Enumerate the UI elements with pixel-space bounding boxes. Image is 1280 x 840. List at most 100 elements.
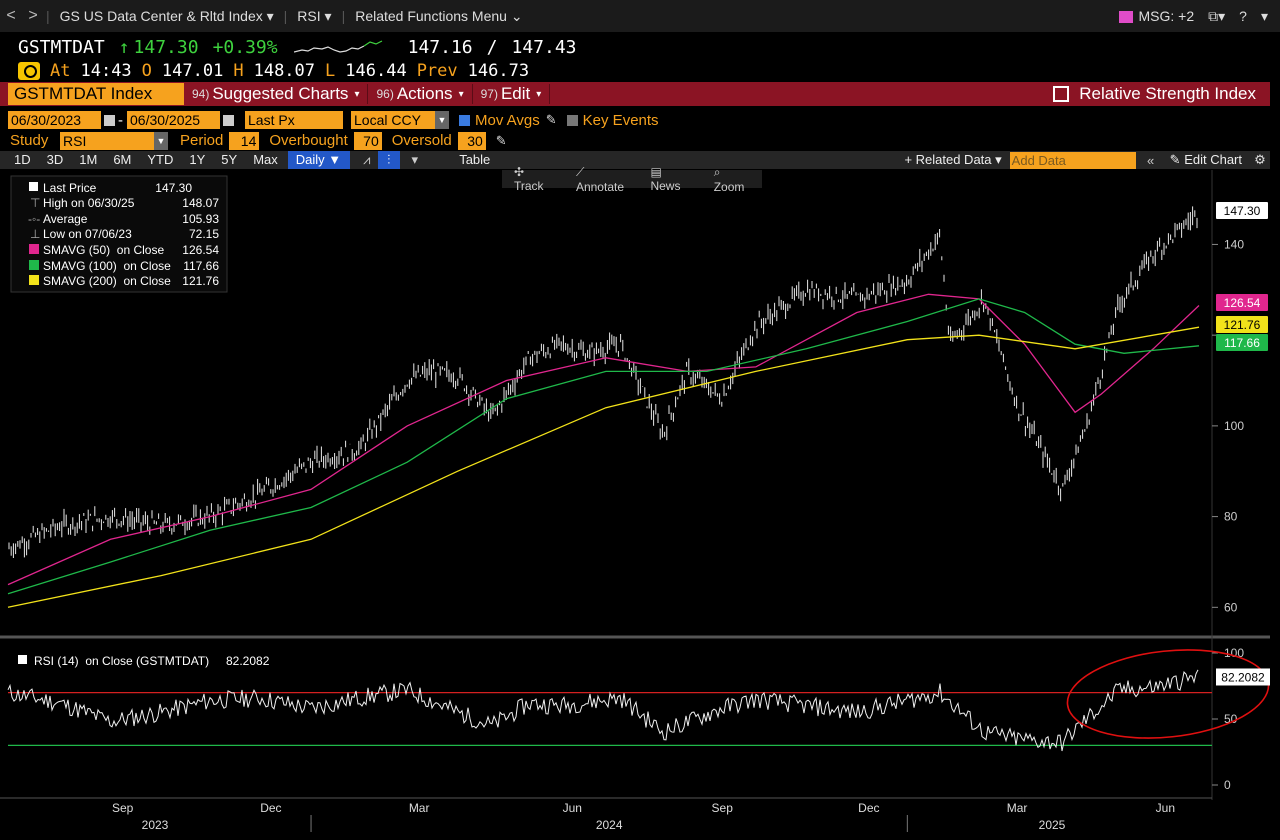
low-label: L	[325, 61, 336, 81]
overbought-label: Overbought	[269, 132, 348, 149]
double-chevron-icon: ⌄	[510, 7, 523, 24]
key-events-checkbox[interactable]	[566, 114, 578, 126]
security-field[interactable]: GSTMTDAT Index	[8, 83, 184, 105]
study-menu[interactable]: RSI ▾	[289, 8, 339, 25]
year-label: 2023	[142, 818, 169, 832]
sma200-tag	[1216, 316, 1268, 333]
menu-number: 97)	[480, 87, 498, 101]
window-menu-icon[interactable]: ▾	[1260, 7, 1268, 24]
intraday-sparkline	[293, 39, 382, 53]
table-button[interactable]: Table	[459, 152, 491, 167]
oversold-field[interactable]: 30	[457, 131, 486, 150]
popout-icon[interactable]	[1053, 86, 1070, 102]
month-label: Mar	[1007, 801, 1028, 815]
timeframe-3d[interactable]: 3D	[46, 152, 64, 167]
last-price: 147.30	[133, 37, 199, 58]
zoom-icon: ⌕	[713, 164, 721, 179]
edit-chart-label: Edit Chart	[1184, 152, 1242, 167]
crosshair-icon: ✣	[514, 165, 525, 179]
timeframe-5y[interactable]: 5Y	[221, 152, 238, 167]
legend-rsi: RSI (14) on Close (GSTMTDAT)	[34, 654, 209, 668]
sma100-tag	[1216, 334, 1268, 351]
mov-avgs-checkbox[interactable]	[459, 114, 470, 126]
annotate-tool[interactable]: ⟋ Annotate	[564, 165, 639, 194]
back-arrow-icon[interactable]: <	[6, 7, 16, 24]
help-icon[interactable]: ?	[1239, 8, 1247, 24]
menu-number: 96)	[376, 87, 394, 101]
related-functions-menu[interactable]: Related Functions Menu ⌄	[347, 8, 530, 25]
timeframe-ytd[interactable]: YTD	[147, 152, 174, 167]
period-field[interactable]: 14	[229, 131, 260, 150]
add-data-input[interactable]: Add Data	[1009, 151, 1136, 169]
rsi-swatch	[18, 655, 27, 664]
bar-chart-icon[interactable]: ⫶	[377, 151, 400, 169]
month-label: Jun	[1156, 801, 1175, 815]
index-menu[interactable]: GS US Data Center & Rltd Index ▾	[52, 8, 282, 25]
rsi-axis-label: 0	[1224, 778, 1231, 792]
bid-price: 147.16	[407, 37, 473, 58]
timeframe-1y[interactable]: 1Y	[189, 152, 206, 167]
chevron-down-icon[interactable]: ▼	[154, 131, 168, 150]
sma50-swatch	[29, 244, 39, 254]
currency-select[interactable]: Local CCY	[351, 111, 435, 129]
pencil-icon[interactable]: ✎	[495, 132, 507, 148]
pencil-icon[interactable]: ✎	[545, 112, 557, 127]
timeframe-max[interactable]: Max	[253, 152, 278, 167]
track-tool[interactable]: ✣ Track	[502, 165, 564, 193]
zoom-label: Zoom	[713, 179, 745, 194]
timeframe-toolbar: 1D 3D 1M 6M YTD 1Y 5Y Max Daily ▼ ⩘ ⫶ ▾ …	[0, 151, 1270, 169]
chevron-down-icon[interactable]: ▼	[435, 111, 449, 129]
sma50-tag-label: 126.54	[1224, 296, 1261, 310]
calendar-icon[interactable]	[223, 114, 234, 126]
sma50-tag	[1216, 294, 1268, 311]
price-axis-label: 100	[1224, 419, 1244, 433]
chevron-down-icon[interactable]: ▾	[411, 152, 419, 167]
clock-icon	[18, 62, 40, 80]
news-tool[interactable]: ▤ News	[638, 165, 701, 193]
edit-chart-button[interactable]: ✎ Edit Chart	[1162, 152, 1250, 168]
function-title-label: Relative Strength Index	[1079, 84, 1256, 103]
month-label: Sep	[112, 801, 134, 815]
rsi-axis-label: 50	[1224, 712, 1238, 726]
legend-sma50-value: 126.54	[182, 243, 219, 257]
forward-arrow-icon[interactable]: >	[28, 7, 38, 24]
bid-ask-separator: /	[486, 37, 498, 58]
legend-low: Low on 07/06/23	[43, 227, 132, 241]
ask-price: 147.43	[511, 37, 577, 58]
suggested-charts-menu[interactable]: 94) Suggested Charts ▾	[184, 84, 369, 104]
chevron-down-icon: ▾	[536, 88, 542, 100]
price-field-select[interactable]: Last Px	[245, 111, 343, 129]
end-date-field[interactable]: 06/30/2025	[127, 111, 220, 129]
frequency-select[interactable]: Daily ▼	[287, 151, 350, 169]
high-marker-icon: ⊤	[30, 196, 40, 210]
timeframe-6m[interactable]: 6M	[113, 152, 132, 167]
calendar-icon[interactable]	[104, 114, 115, 126]
collapse-icon[interactable]: «	[1147, 152, 1155, 168]
chevron-down-icon: ▾	[354, 88, 360, 100]
month-label: Sep	[712, 801, 734, 815]
timeframe-1d[interactable]: 1D	[14, 152, 31, 167]
last-price-tag-label: 147.30	[1224, 204, 1261, 218]
price-axis-label: 80	[1224, 510, 1238, 524]
related-data-button[interactable]: + Related Data ▾	[904, 152, 1002, 167]
start-date-field[interactable]: 06/30/2023	[8, 111, 101, 129]
date-settings-row: 06/30/2023 - 06/30/2025 Last Px Local CC…	[0, 110, 1280, 130]
overbought-field[interactable]: 70	[353, 131, 382, 150]
zoom-tool[interactable]: ⌕ Zoom	[702, 165, 762, 194]
rsi-line	[7, 669, 1199, 752]
timeframe-1m[interactable]: 1M	[79, 152, 98, 167]
quote-time: 14:43	[80, 61, 132, 81]
msg-indicator[interactable]: MSG: +2	[1118, 8, 1194, 24]
month-label: Dec	[858, 801, 879, 815]
index-menu-label: GS US Data Center & Rltd Index	[59, 8, 263, 24]
menu-label: Edit	[500, 84, 531, 103]
study-label: Study	[10, 132, 49, 149]
gear-icon[interactable]: ⚙	[1254, 152, 1266, 167]
actions-menu[interactable]: 96) Actions ▾	[368, 84, 473, 104]
edit-menu[interactable]: 97) Edit ▾	[473, 84, 551, 104]
window-menu-icon[interactable]: ⧉▾	[1208, 7, 1226, 24]
pencil-icon: ✎	[1169, 152, 1185, 167]
month-label: Mar	[409, 801, 430, 815]
study-select[interactable]: RSI	[60, 131, 154, 150]
line-chart-icon[interactable]: ⩘	[363, 152, 371, 167]
